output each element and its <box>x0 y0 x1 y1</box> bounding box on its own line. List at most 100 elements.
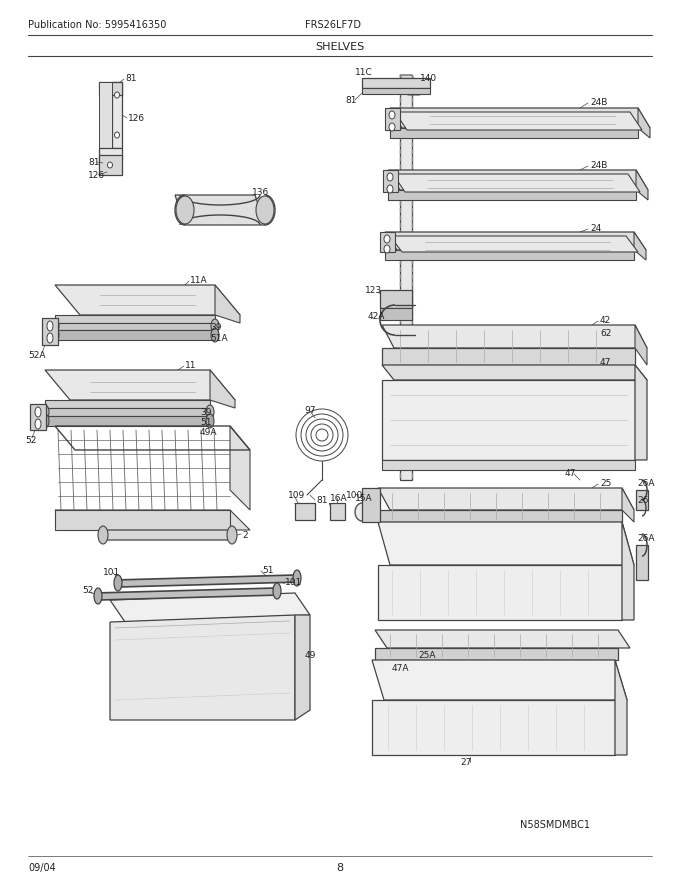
Text: 27: 27 <box>460 758 471 766</box>
Polygon shape <box>388 190 636 200</box>
Polygon shape <box>210 370 235 408</box>
Polygon shape <box>385 108 400 130</box>
Text: 24B: 24B <box>590 160 607 170</box>
Polygon shape <box>382 460 635 470</box>
Text: 15A: 15A <box>355 494 373 502</box>
Polygon shape <box>112 82 122 148</box>
Polygon shape <box>375 648 618 660</box>
Polygon shape <box>30 404 46 430</box>
Polygon shape <box>382 325 647 348</box>
Polygon shape <box>378 488 634 510</box>
Polygon shape <box>55 510 230 530</box>
Ellipse shape <box>273 583 281 599</box>
Polygon shape <box>622 488 634 522</box>
Text: 11A: 11A <box>190 275 207 284</box>
Polygon shape <box>110 615 295 720</box>
Text: 2: 2 <box>242 531 248 539</box>
Text: 47: 47 <box>600 357 611 366</box>
Polygon shape <box>55 315 215 323</box>
Polygon shape <box>382 380 635 460</box>
Polygon shape <box>99 155 122 175</box>
Text: 126: 126 <box>128 114 145 122</box>
Polygon shape <box>622 522 634 620</box>
Text: 26: 26 <box>637 495 648 504</box>
Polygon shape <box>362 88 430 94</box>
Text: 47A: 47A <box>392 664 409 672</box>
Polygon shape <box>42 318 58 345</box>
Text: 109: 109 <box>288 490 305 500</box>
Text: 81: 81 <box>345 96 356 105</box>
Polygon shape <box>378 522 634 565</box>
Polygon shape <box>99 82 122 95</box>
Text: 123: 123 <box>365 285 382 295</box>
Ellipse shape <box>211 319 219 333</box>
Text: 24: 24 <box>590 224 601 232</box>
Polygon shape <box>375 630 630 648</box>
Polygon shape <box>390 108 650 128</box>
Polygon shape <box>635 325 647 365</box>
Text: 24B: 24B <box>590 98 607 106</box>
Ellipse shape <box>47 321 53 331</box>
Polygon shape <box>295 503 315 520</box>
Polygon shape <box>380 308 412 320</box>
Text: 126: 126 <box>88 171 105 180</box>
Ellipse shape <box>206 414 214 428</box>
Polygon shape <box>110 593 310 622</box>
Text: 101: 101 <box>285 577 302 586</box>
Ellipse shape <box>114 132 120 138</box>
Polygon shape <box>635 365 647 460</box>
Polygon shape <box>400 75 412 480</box>
Polygon shape <box>638 108 650 138</box>
Ellipse shape <box>387 185 393 193</box>
Polygon shape <box>400 75 420 95</box>
Polygon shape <box>634 232 646 260</box>
Polygon shape <box>382 348 635 365</box>
Polygon shape <box>55 285 240 315</box>
Ellipse shape <box>293 570 301 586</box>
Polygon shape <box>100 530 235 540</box>
Ellipse shape <box>35 407 41 417</box>
Text: 39: 39 <box>210 322 222 332</box>
Polygon shape <box>215 285 240 323</box>
Text: 140: 140 <box>420 74 437 83</box>
Polygon shape <box>382 365 647 380</box>
Ellipse shape <box>107 162 112 168</box>
Ellipse shape <box>41 405 49 419</box>
Ellipse shape <box>389 123 395 131</box>
Text: 52: 52 <box>25 436 36 444</box>
Text: 97: 97 <box>304 406 316 414</box>
Polygon shape <box>45 408 210 416</box>
Polygon shape <box>390 128 638 138</box>
Polygon shape <box>378 510 622 522</box>
Ellipse shape <box>98 526 108 544</box>
Ellipse shape <box>389 111 395 119</box>
Polygon shape <box>385 250 634 260</box>
Ellipse shape <box>35 419 41 429</box>
Text: Publication No: 5995416350: Publication No: 5995416350 <box>28 20 167 30</box>
Polygon shape <box>362 78 430 88</box>
Polygon shape <box>380 290 412 308</box>
Polygon shape <box>99 82 112 148</box>
Polygon shape <box>99 148 122 160</box>
Text: 100: 100 <box>346 490 363 500</box>
Text: 25: 25 <box>600 479 611 488</box>
Ellipse shape <box>114 575 122 591</box>
Polygon shape <box>55 323 215 330</box>
Text: N58SMDMBC1: N58SMDMBC1 <box>520 820 590 830</box>
Text: 101: 101 <box>103 568 120 576</box>
Polygon shape <box>230 426 250 510</box>
Polygon shape <box>330 503 345 520</box>
Ellipse shape <box>47 333 53 343</box>
Polygon shape <box>115 575 300 587</box>
Polygon shape <box>378 565 622 620</box>
Text: 62: 62 <box>600 328 611 338</box>
Text: SHELVES: SHELVES <box>316 42 364 52</box>
Text: 39: 39 <box>200 407 211 416</box>
Text: 26A: 26A <box>637 479 654 488</box>
Text: 11: 11 <box>185 361 197 370</box>
Polygon shape <box>45 370 235 400</box>
Polygon shape <box>95 588 280 600</box>
Ellipse shape <box>114 92 120 98</box>
Text: 49A: 49A <box>200 428 218 436</box>
Polygon shape <box>372 700 615 755</box>
